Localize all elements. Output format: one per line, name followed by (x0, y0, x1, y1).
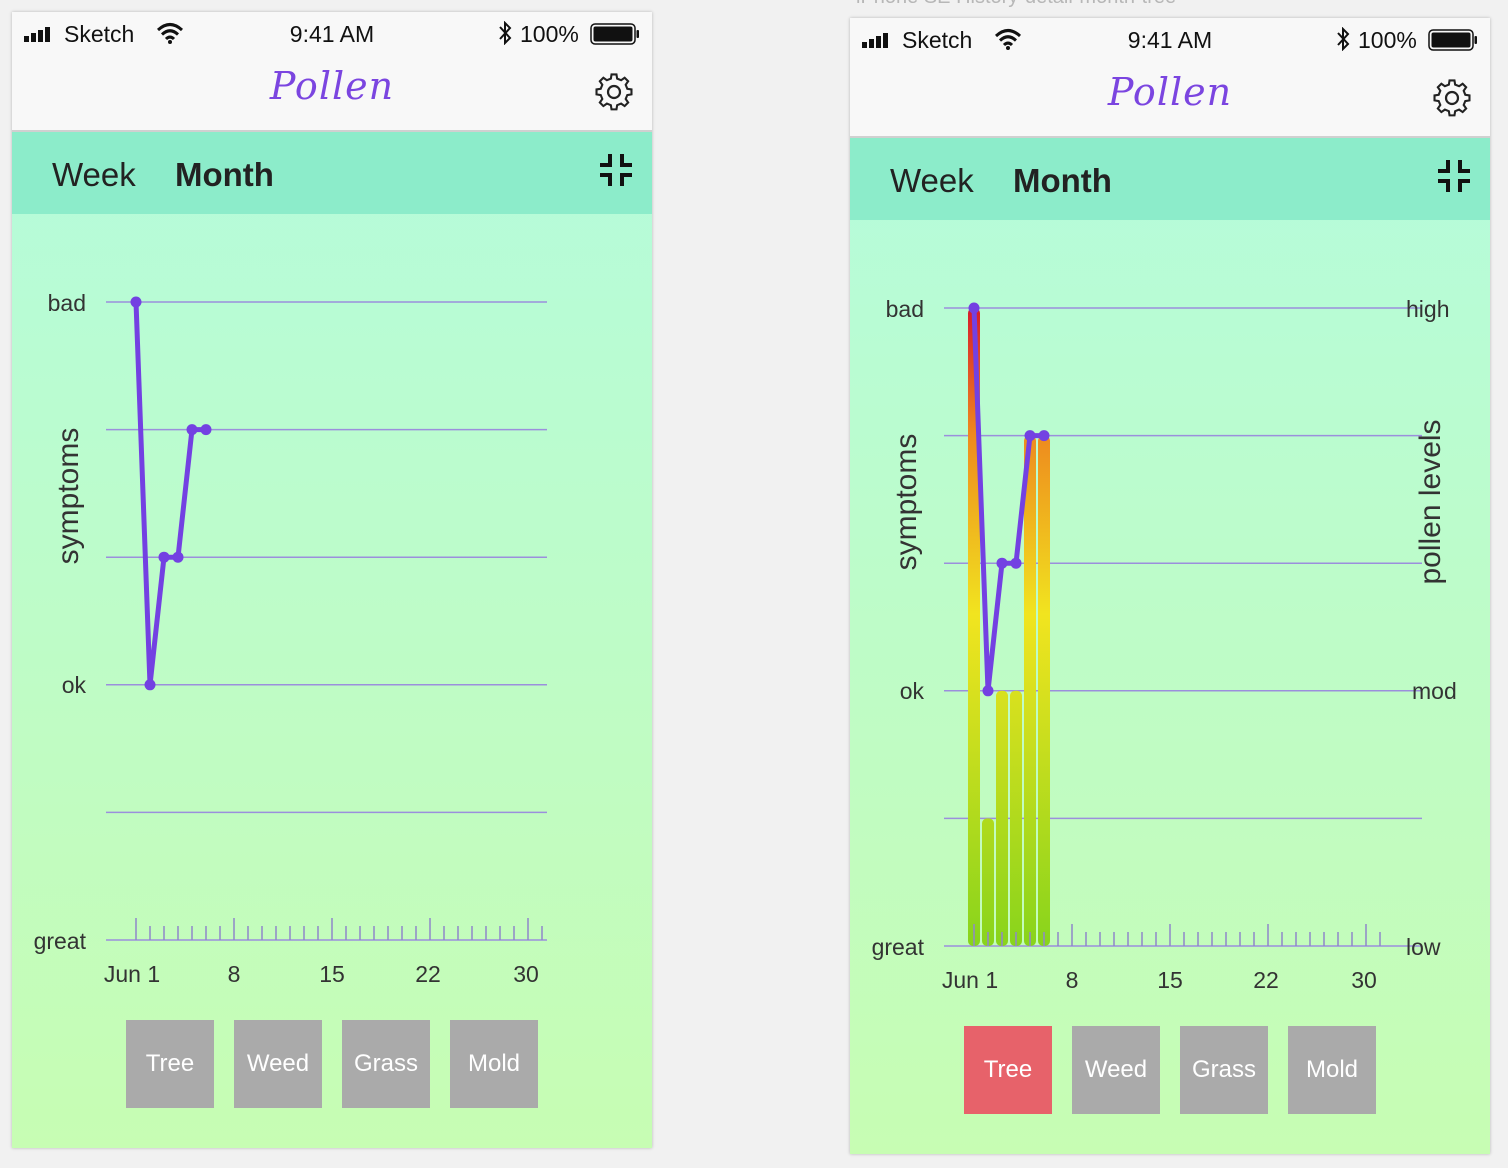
filter-grass-button[interactable]: Grass (342, 1020, 430, 1108)
right-label-low: low (1406, 934, 1441, 960)
x-tick-label: 15 (1157, 967, 1183, 993)
phone-screen-2: Sketch 9:41 AM 100% Pollen (850, 18, 1490, 1154)
symptom-point (130, 296, 142, 308)
collapse-icon[interactable] (598, 152, 634, 188)
pollen-bar (982, 818, 994, 946)
y-label-great: great (34, 928, 87, 954)
carrier-name: Sketch (64, 21, 135, 47)
status-bar: Sketch 9:41 AM 100% (12, 12, 652, 56)
symptom-point (996, 557, 1008, 569)
bluetooth-icon (1337, 27, 1350, 51)
symptom-point (158, 551, 170, 563)
x-tick-label: 15 (319, 961, 345, 987)
symptom-point (172, 551, 184, 563)
pollen-bar (996, 690, 1008, 946)
y-label-great: great (872, 934, 925, 960)
x-tick-label: 22 (1253, 967, 1279, 993)
symptom-point (200, 424, 212, 436)
signal-icon (862, 33, 888, 48)
y-label-ok: ok (62, 672, 87, 698)
battery-percentage: 100% (1358, 27, 1417, 53)
gear-icon[interactable] (1432, 78, 1472, 118)
symptom-point (186, 424, 198, 436)
filter-weed-button[interactable]: Weed (1072, 1026, 1160, 1114)
pollen-bar (1024, 435, 1036, 946)
right-axis-title: pollen levels (1414, 419, 1447, 584)
filter-tree-button[interactable]: Tree (964, 1026, 1052, 1114)
collapse-icon[interactable] (1436, 158, 1472, 194)
clock: 9:41 AM (289, 21, 375, 47)
symptom-point (144, 679, 156, 691)
symptom-line (133, 301, 206, 688)
battery-icon (590, 23, 639, 45)
phone-screen-1: Sketch 9:41 AM 100% Pollen (12, 12, 652, 1148)
x-tick-label: 22 (415, 961, 441, 987)
filter-tree-button[interactable]: Tree (126, 1020, 214, 1108)
nav-bar: Sketch 9:41 AM 100% Pollen (12, 12, 652, 132)
symptom-point (982, 685, 994, 697)
app-title: Pollen (269, 64, 395, 108)
filter-mold-button[interactable]: Mold (450, 1020, 538, 1108)
symptom-point (1010, 557, 1022, 569)
tab-week[interactable]: Week (890, 162, 974, 199)
y-axis-title: symptoms (52, 428, 85, 565)
carrier-name: Sketch (902, 27, 973, 53)
range-tab-bar: Week Month (850, 138, 1490, 220)
pollen-bar (968, 308, 980, 946)
symptom-point (1038, 430, 1050, 442)
symptom-point (968, 302, 980, 314)
tab-week[interactable]: Week (52, 156, 136, 193)
filter-mold-button[interactable]: Mold (1288, 1026, 1376, 1114)
y-label-ok: ok (900, 678, 925, 704)
symptom-point (1024, 430, 1036, 442)
status-bar: Sketch 9:41 AM 100% (850, 18, 1490, 62)
filter-grass-button[interactable]: Grass (1180, 1026, 1268, 1114)
wifi-icon (994, 29, 1022, 50)
tab-month[interactable]: Month (1013, 162, 1112, 199)
right-label-mod: mod (1412, 678, 1457, 704)
battery-icon (1428, 29, 1477, 51)
tab-month[interactable]: Month (175, 156, 274, 193)
x-tick-label: Jun 1 (942, 967, 998, 993)
y-label-bad: bad (48, 290, 86, 316)
x-tick-label: 8 (1066, 967, 1079, 993)
bluetooth-icon (499, 21, 512, 45)
x-tick-label: Jun 1 (104, 961, 160, 987)
battery-percentage: 100% (520, 21, 579, 47)
x-tick-label: 30 (1351, 967, 1377, 993)
clock: 9:41 AM (1127, 27, 1213, 53)
filter-weed-button[interactable]: Weed (234, 1020, 322, 1108)
pollen-bar (1038, 435, 1050, 946)
nav-bar: Sketch 9:41 AM 100% Pollen (850, 18, 1490, 138)
symptom-pollen-chart: bad ok great symptoms high mod low polle… (872, 296, 1457, 993)
symptom-chart: bad ok great symptoms Jun 1 8 15 22 30 (34, 290, 547, 987)
x-tick-label: 30 (513, 961, 539, 987)
wifi-icon (156, 23, 184, 44)
y-axis-title: symptoms (890, 434, 923, 571)
app-title: Pollen (1107, 70, 1233, 114)
gear-icon[interactable] (594, 72, 634, 112)
artboard-label: iPhone SE History-detail-month-tree (856, 0, 1176, 9)
right-label-high: high (1406, 296, 1449, 322)
y-label-bad: bad (886, 296, 924, 322)
range-tab-bar: Week Month (12, 132, 652, 214)
signal-icon (24, 27, 50, 42)
pollen-bar (1010, 690, 1022, 946)
x-tick-label: 8 (228, 961, 241, 987)
